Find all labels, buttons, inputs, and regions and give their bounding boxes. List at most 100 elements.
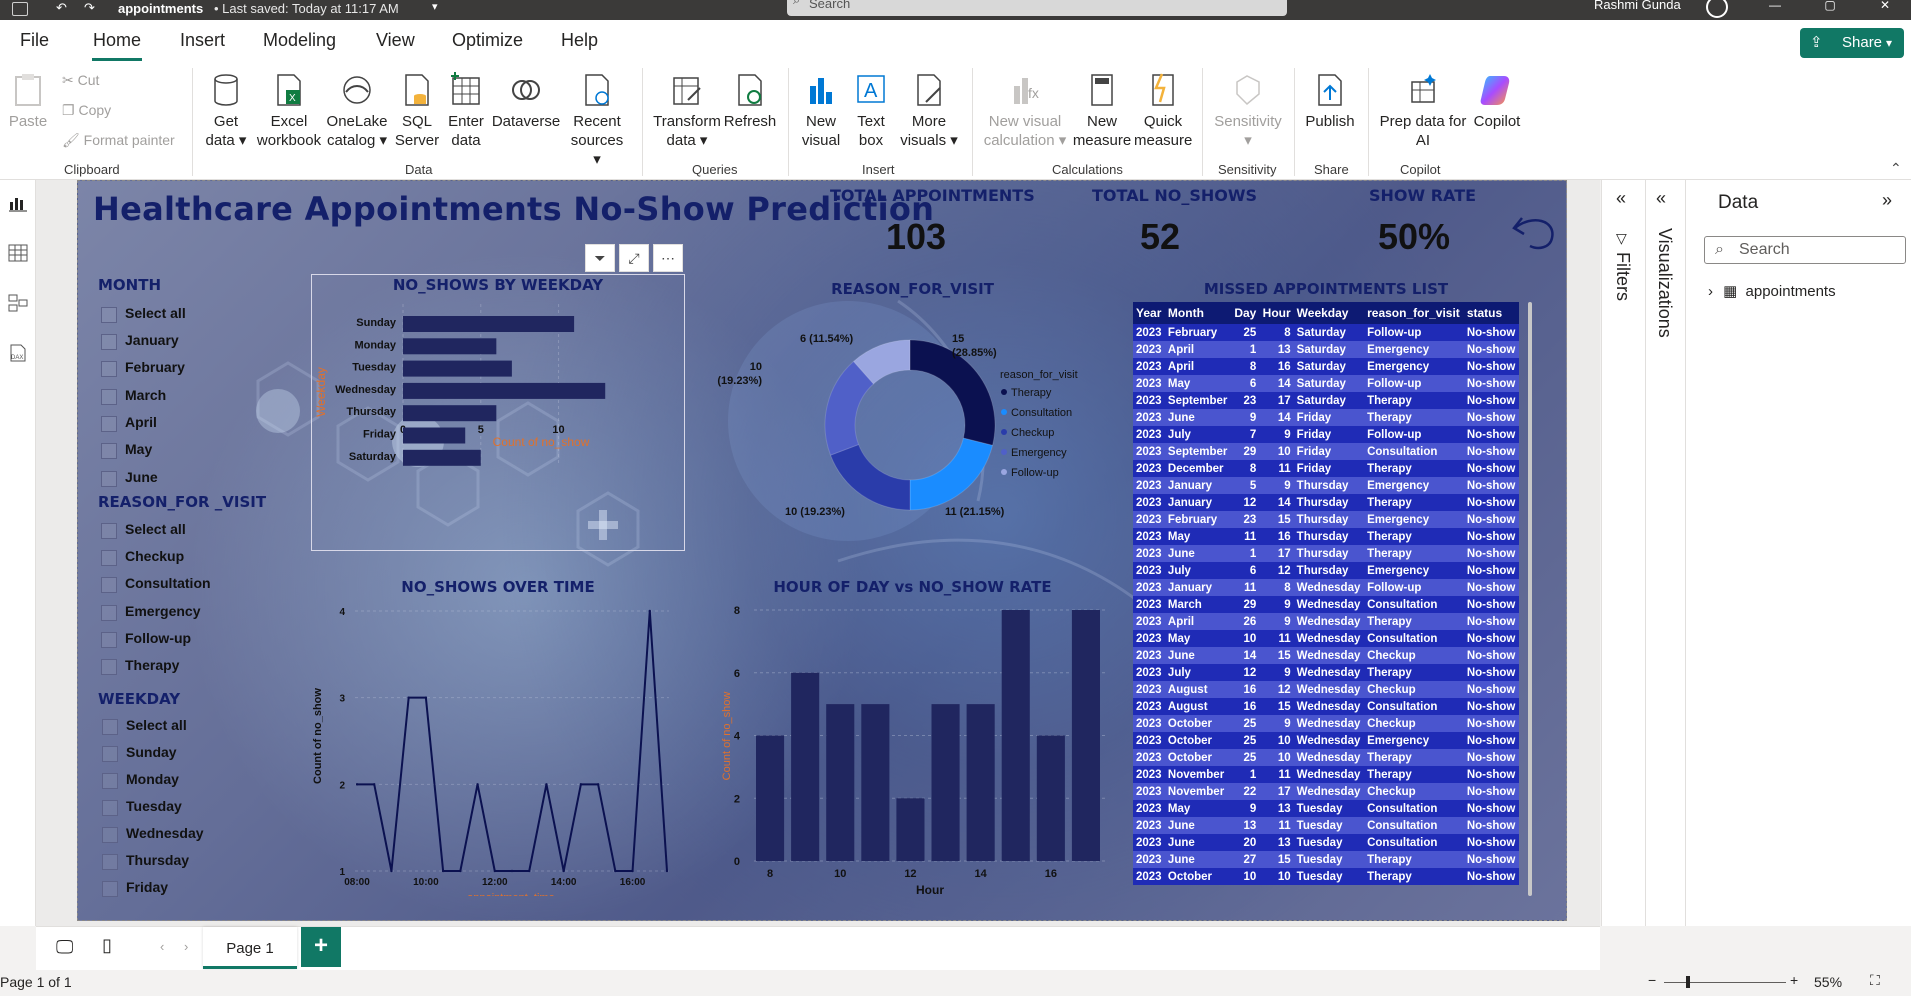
column-header-hour[interactable]: Hour [1259, 302, 1294, 324]
menu-insert[interactable]: Insert [180, 30, 226, 50]
table-row[interactable]: 2023 October 25 9 Wednesday Checkup No-show [1133, 715, 1519, 732]
excel-workbook-button[interactable]: X Excel workbook [254, 72, 324, 150]
slicer-month-february[interactable]: February [101, 359, 185, 377]
onelake-catalog-button[interactable]: OneLake catalog ▾ [324, 72, 390, 150]
paste-button[interactable]: Paste [8, 72, 48, 131]
table-row[interactable]: 2023 October 10 10 Tuesday Therapy No-show [1133, 868, 1519, 885]
table-row[interactable]: 2023 October 25 10 Wednesday Therapy No-show [1133, 749, 1519, 766]
report-view-icon[interactable] [8, 194, 28, 212]
table-row[interactable]: 2023 March 29 9 Wednesday Consultation No-show [1133, 596, 1519, 613]
sql-server-button[interactable]: SQL Server [392, 72, 442, 150]
table-row[interactable]: 2023 August 16 15 Wednesday Consultation No-sh… [1133, 698, 1519, 715]
mobile-layout-icon[interactable]: ▯ [102, 935, 112, 955]
menu-modeling[interactable]: Modeling [263, 30, 337, 50]
table-row[interactable]: 2023 June 27 15 Tuesday Therapy No-show [1133, 851, 1519, 868]
add-page-button[interactable]: + [301, 927, 341, 967]
refresh-button[interactable]: Refresh [722, 72, 778, 131]
slicer-weekday-sunday[interactable]: Sunday [102, 744, 177, 762]
table-row[interactable]: 2023 November 1 11 Wednesday Therapy No-show [1133, 766, 1519, 783]
table-row[interactable]: 2023 October 25 10 Wednesday Emergency No-show [1133, 732, 1519, 749]
back-arrow-icon[interactable] [1512, 206, 1556, 252]
table-row[interactable]: 2023 February 23 15 Thursday Emergency No-show [1133, 511, 1519, 528]
save-icon[interactable] [12, 2, 28, 16]
table-row[interactable]: 2023 May 11 16 Thursday Therapy No-show [1133, 528, 1519, 545]
copy-button[interactable]: ❐ Copy [62, 102, 111, 119]
chevron-right-icon[interactable]: › [1708, 283, 1713, 300]
new-visual-calculation-button[interactable]: fx New visual calculation ▾ [980, 72, 1070, 150]
chevron-down-icon[interactable]: ▾ [432, 1, 438, 13]
collapse-visualizations-icon[interactable]: « [1656, 188, 1667, 208]
table-row[interactable]: 2023 September 23 17 Saturday Therapy No-show [1133, 392, 1519, 409]
weekday-chart-frame[interactable] [311, 274, 685, 551]
column-header-weekday[interactable]: Weekday [1293, 302, 1365, 324]
share-button[interactable]: ⇪ Share ▾ [1800, 28, 1904, 58]
slicer-weekday-wednesday[interactable]: Wednesday [102, 825, 204, 843]
more-visuals-button[interactable]: More visuals ▾ [898, 72, 960, 150]
redo-icon[interactable]: ↷ [84, 0, 95, 15]
table-row[interactable]: 2023 January 5 9 Thursday Emergency No-show [1133, 477, 1519, 494]
table-row[interactable]: 2023 November 22 17 Wednesday Checkup No-show [1133, 783, 1519, 800]
table-row[interactable]: 2023 June 9 14 Friday Therapy No-show [1133, 409, 1519, 426]
table-row[interactable]: 2023 December 8 11 Friday Therapy No-show [1133, 460, 1519, 477]
table-row[interactable]: 2023 January 11 8 Wednesday Follow-up No-show [1133, 579, 1519, 596]
page-tab-page-1[interactable]: Page 1 [203, 927, 297, 969]
reason-donut-chart[interactable]: 15 (28.85%) 11 (21.15%) 10 (19.23%) 10 (19.23… [700, 300, 1120, 540]
table-row[interactable]: 2023 July 7 9 Friday Follow-up No-show [1133, 426, 1519, 443]
collapse-ribbon-icon[interactable]: ⌃ [1890, 160, 1902, 176]
table-row[interactable]: 2023 April 26 9 Wednesday Therapy No-show [1133, 613, 1519, 630]
table-row[interactable]: 2023 June 14 15 Wednesday Checkup No-show [1133, 647, 1519, 664]
text-box-button[interactable]: A Text box [848, 72, 894, 150]
menu-help[interactable]: Help [561, 30, 599, 50]
slicer-month-march[interactable]: March [101, 387, 166, 405]
maximize-icon[interactable]: ▢ [1824, 0, 1836, 12]
recent-sources-button[interactable]: Recent sources ▾ [566, 72, 628, 169]
table-row[interactable]: 2023 May 9 13 Tuesday Consultation No-show [1133, 800, 1519, 817]
slicer-reason-checkup[interactable]: Checkup [101, 548, 184, 566]
sensitivity-button[interactable]: Sensitivity ▾ [1210, 72, 1286, 150]
previous-page-icon[interactable]: ‹ [160, 939, 165, 954]
enter-data-button[interactable]: Enter data [444, 72, 488, 150]
weekday-bar-chart[interactable]: 0510SundayMondayTuesdayWednesdayThursday… [311, 296, 685, 551]
table-row[interactable]: 2023 July 6 12 Thursday Emergency No-show [1133, 562, 1519, 579]
filters-label[interactable]: Filters [1613, 252, 1633, 301]
table-row[interactable]: 2023 May 6 14 Saturday Follow-up No-show [1133, 375, 1519, 392]
copilot-button[interactable]: Copilot [1468, 72, 1526, 131]
table-scrollbar[interactable] [1528, 302, 1532, 896]
slicer-weekday-select-all[interactable]: Select all [102, 717, 187, 735]
dataverse-button[interactable]: Dataverse [490, 72, 562, 131]
table-row[interactable]: 2023 February 25 8 Saturday Follow-up No-show [1133, 324, 1519, 341]
minimize-icon[interactable]: — [1769, 0, 1781, 12]
table-row[interactable]: 2023 January 12 14 Thursday Therapy No-show [1133, 494, 1519, 511]
column-header-month[interactable]: Month [1164, 302, 1232, 324]
menu-view[interactable]: View [376, 30, 415, 50]
desktop-layout-icon[interactable]: 🖵 [56, 937, 74, 957]
avatar-icon[interactable] [1706, 0, 1728, 18]
cut-button[interactable]: ✂ Cut [62, 72, 99, 89]
zoom-in-button[interactable]: + [1790, 972, 1799, 988]
slicer-reason-emergency[interactable]: Emergency [101, 603, 200, 621]
zoom-slider[interactable] [1664, 982, 1786, 983]
zoom-slider-thumb[interactable] [1686, 976, 1690, 988]
menu-home[interactable]: Home [93, 30, 142, 50]
prep-data-for-ai-button[interactable]: Prep data for AI [1376, 72, 1470, 150]
zoom-out-button[interactable]: − [1648, 972, 1657, 988]
column-header-year[interactable]: Year [1133, 302, 1165, 324]
table-row[interactable]: 2023 June 20 13 Tuesday Consultation No-show [1133, 834, 1519, 851]
slicer-month-april[interactable]: April [101, 414, 157, 432]
slicer-weekday-thursday[interactable]: Thursday [102, 852, 189, 870]
slicer-month-june[interactable]: June [101, 469, 158, 487]
user-name[interactable]: Rashmi Gunda [1594, 0, 1681, 12]
more-options-icon[interactable]: ⋯ [653, 244, 683, 272]
slicer-weekday-friday[interactable]: Friday [102, 879, 168, 897]
filter-icon[interactable]: ⏷ [585, 244, 615, 272]
hour-bar-chart[interactable]: 0 2 4 6 8 8 10 12 14 16 Hour Count of no_show [720, 596, 1110, 901]
no-shows-line-chart[interactable]: 1 2 3 4 08:00 10:00 12:00 14:00 16:00 appointment… [311, 596, 685, 896]
focus-mode-icon[interactable]: ⤢ [619, 244, 649, 272]
search-box[interactable]: ⌕ Search [787, 0, 1287, 16]
fit-to-page-icon[interactable]: ⛶ [1870, 972, 1880, 988]
slicer-month-january[interactable]: January [101, 332, 179, 350]
table-row[interactable]: 2023 August 16 12 Wednesday Checkup No-show [1133, 681, 1519, 698]
column-header-day[interactable]: Day [1231, 302, 1260, 324]
new-measure-button[interactable]: New measure [1072, 72, 1132, 150]
slicer-reason-select-all[interactable]: Select all [101, 521, 186, 539]
